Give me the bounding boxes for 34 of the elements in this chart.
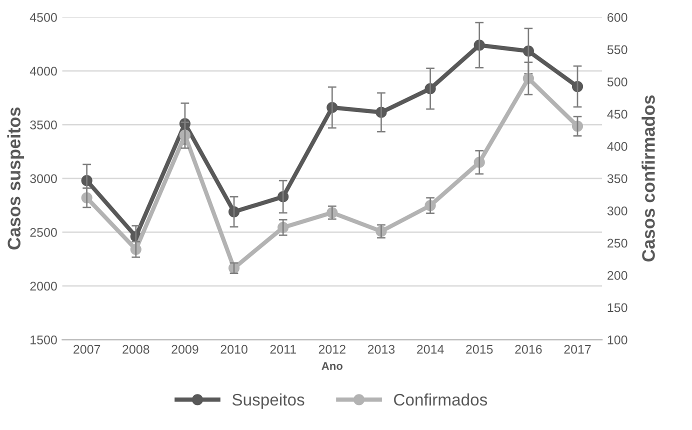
y2-tick-label: 450	[607, 110, 628, 119]
x-tick-label: 2012	[318, 344, 346, 354]
x-tick-label: 2010	[220, 344, 248, 354]
y-tick-label: 2500	[30, 228, 57, 237]
x-tick-label: 2008	[122, 344, 150, 354]
y2-tick-label: 200	[608, 271, 628, 280]
y-tick-label: 1500	[30, 336, 57, 344]
y2-tick-label: 400	[607, 142, 628, 151]
x-tick-label: 2014	[417, 344, 444, 354]
y-tick-label: 4500	[30, 13, 57, 22]
y2-axis-title: Casos confirmados	[642, 95, 655, 262]
x-tick-label: 2015	[466, 344, 493, 354]
x-tick-label: 2009	[172, 344, 198, 354]
y2-tick-label: 600	[608, 13, 628, 22]
y-tick-label: 4000	[30, 66, 57, 76]
x-tick-label: 2017	[564, 344, 591, 354]
x-tick-label: 2016	[515, 344, 542, 354]
legend-label: Suspeitos	[232, 393, 304, 409]
y-tick-label: 3000	[30, 174, 57, 184]
y2-tick-label: 250	[608, 238, 628, 248]
y-tick-label: 2000	[30, 282, 57, 291]
y2-tick-label: 500	[607, 78, 628, 86]
y2-tick-label: 300	[607, 206, 628, 216]
x-tick-label: 2007	[74, 344, 100, 354]
y-tick-label: 3500	[30, 120, 57, 130]
x-tick-label: 2011	[270, 344, 296, 354]
y2-tick-label: 100	[608, 336, 628, 344]
y-axis-title: Casos suspeitos	[7, 107, 24, 250]
x-tick-label: 2013	[368, 344, 395, 354]
x-axis-title: Ano	[322, 362, 343, 370]
y2-tick-label: 350	[607, 174, 628, 184]
y2-tick-label: 550	[607, 45, 628, 54]
legend-label: Confirmados	[394, 393, 488, 406]
y2-tick-label: 150	[608, 303, 628, 312]
